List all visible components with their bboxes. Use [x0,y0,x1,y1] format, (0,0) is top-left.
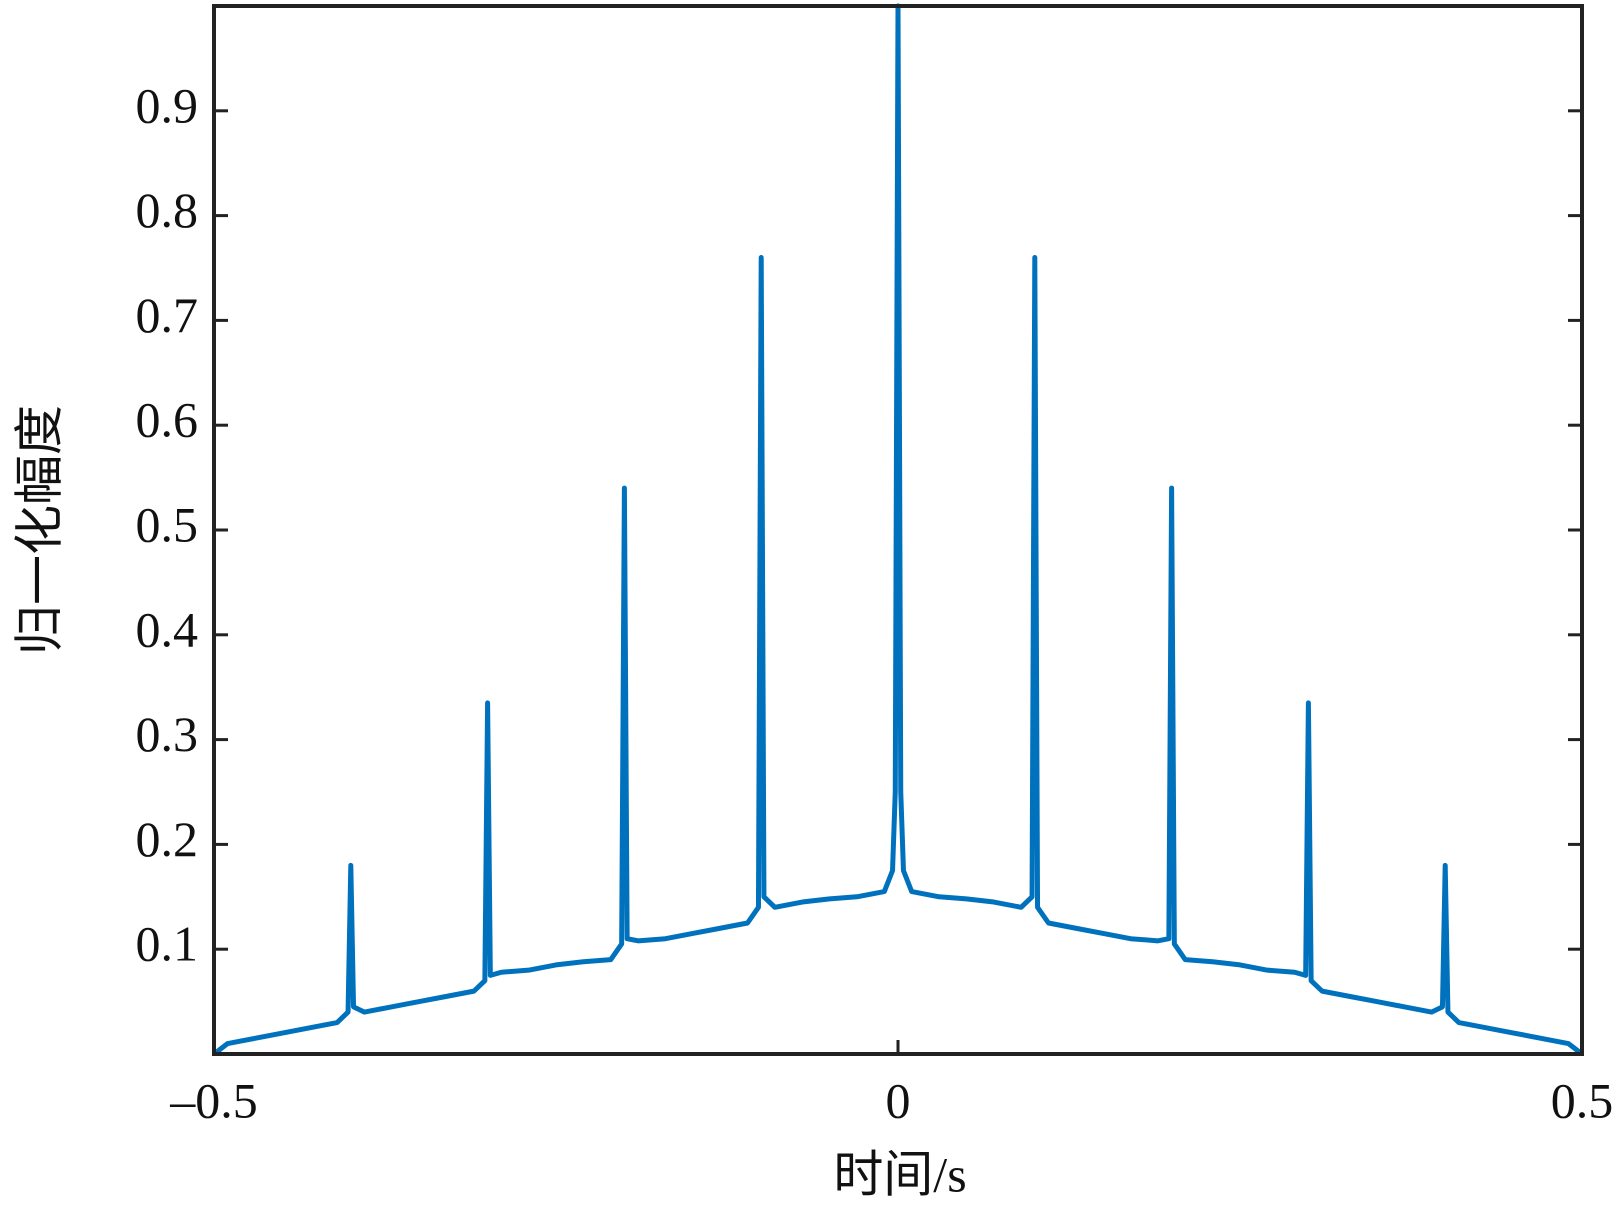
y-axis-label: 归一化幅度 [11,405,67,655]
y-tick-label: 0.2 [136,811,199,867]
y-tick-label: 0.7 [136,287,199,343]
plot-frame [212,4,1584,1056]
y-tick-label: 0.9 [136,77,199,133]
y-tick-label: 0.6 [136,392,199,448]
x-axis-label: 时间/s [833,1146,966,1202]
y-tick-label: 0.8 [136,182,199,238]
y-tick-label: 0.4 [136,601,199,657]
data-line [212,3,1584,1056]
x-tick-label: 0 [886,1072,911,1128]
x-tick-label: –0.5 [169,1072,258,1128]
x-tick-label: 0.5 [1551,1072,1614,1128]
y-tick-label: 0.5 [136,496,199,552]
y-tick-label: 0.3 [136,706,199,762]
y-tick-label: 0.1 [136,916,199,972]
